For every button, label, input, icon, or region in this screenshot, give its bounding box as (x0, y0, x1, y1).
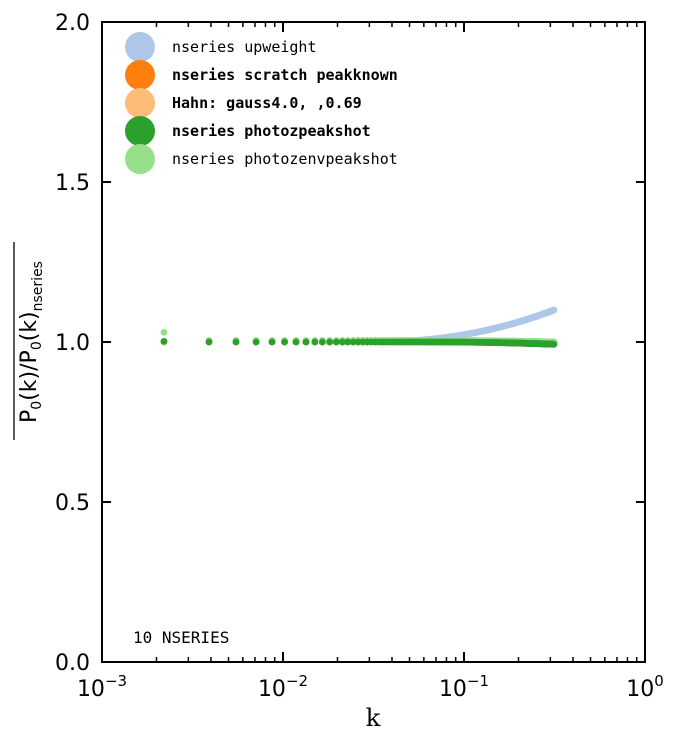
data-point (302, 338, 310, 346)
chart-annotation: 10 NSERIES (133, 628, 229, 647)
data-point (311, 338, 319, 346)
legend-marker (125, 116, 155, 146)
data-point (160, 329, 168, 336)
data-point (160, 337, 168, 345)
legend-label: nseries upweight (172, 38, 317, 56)
legend-marker (125, 88, 155, 118)
legend: nseries upweight nseries scratch peakknow… (125, 32, 398, 174)
data-point (318, 338, 326, 346)
data-point (339, 338, 346, 346)
ylabel-k: (k) (17, 371, 42, 401)
y-tick-label: 1.0 (55, 331, 90, 356)
data-point (268, 338, 276, 346)
x-tick-label: 10−3 (77, 672, 127, 702)
y-tick-label: 1.5 (55, 171, 90, 196)
svg-text:P0(k)/P0(k)nseries: P0(k)/P0(k)nseries (17, 261, 46, 423)
legend-label: nseries photozpeakshot (172, 122, 371, 140)
legend-marker (125, 32, 155, 62)
x-axis-label: k (366, 704, 381, 732)
y-tick-label: 0.0 (55, 651, 90, 676)
data-point (205, 338, 213, 346)
x-tick-label: 10−1 (439, 672, 489, 702)
data-point (232, 338, 240, 346)
data-point (550, 306, 558, 314)
legend-marker (125, 60, 155, 90)
data-point (344, 338, 352, 346)
legend-marker (125, 144, 155, 174)
data-point (349, 338, 357, 346)
ylabel-k2: (k) (17, 311, 42, 341)
y-tick-label: 2.0 (55, 11, 90, 36)
legend-label: nseries scratch peakknown (172, 66, 398, 84)
y-tick-label: 0.5 (55, 491, 90, 516)
ylabel-sub: 0 (29, 401, 45, 410)
data-point (332, 338, 340, 346)
y-axis: 0.0 0.5 1.0 1.5 2.0 (55, 11, 645, 676)
data-point (252, 338, 260, 346)
ylabel-slash: / (17, 363, 42, 371)
data-point (292, 338, 300, 346)
ylabel-p: P (17, 410, 42, 423)
legend-label: Hahn: gauss4.0, ,0.69 (172, 94, 362, 112)
ylabel-ref-sub: nseries (30, 261, 46, 311)
series-layer (160, 306, 558, 348)
ylabel-p2: P (17, 350, 42, 363)
data-point (354, 338, 362, 346)
x-axis: 10−3 10−2 10−1 100 (77, 22, 664, 702)
data-point (550, 340, 558, 348)
ylabel-sub2: 0 (29, 341, 45, 350)
data-point (281, 338, 288, 346)
x-tick-label: 100 (626, 672, 664, 702)
data-point (326, 338, 334, 346)
legend-label: nseries photozenvpeakshot (172, 150, 398, 168)
x-tick-label: 10−2 (258, 672, 308, 702)
y-axis-label: P0(k)/P0(k)nseries (13, 242, 46, 440)
